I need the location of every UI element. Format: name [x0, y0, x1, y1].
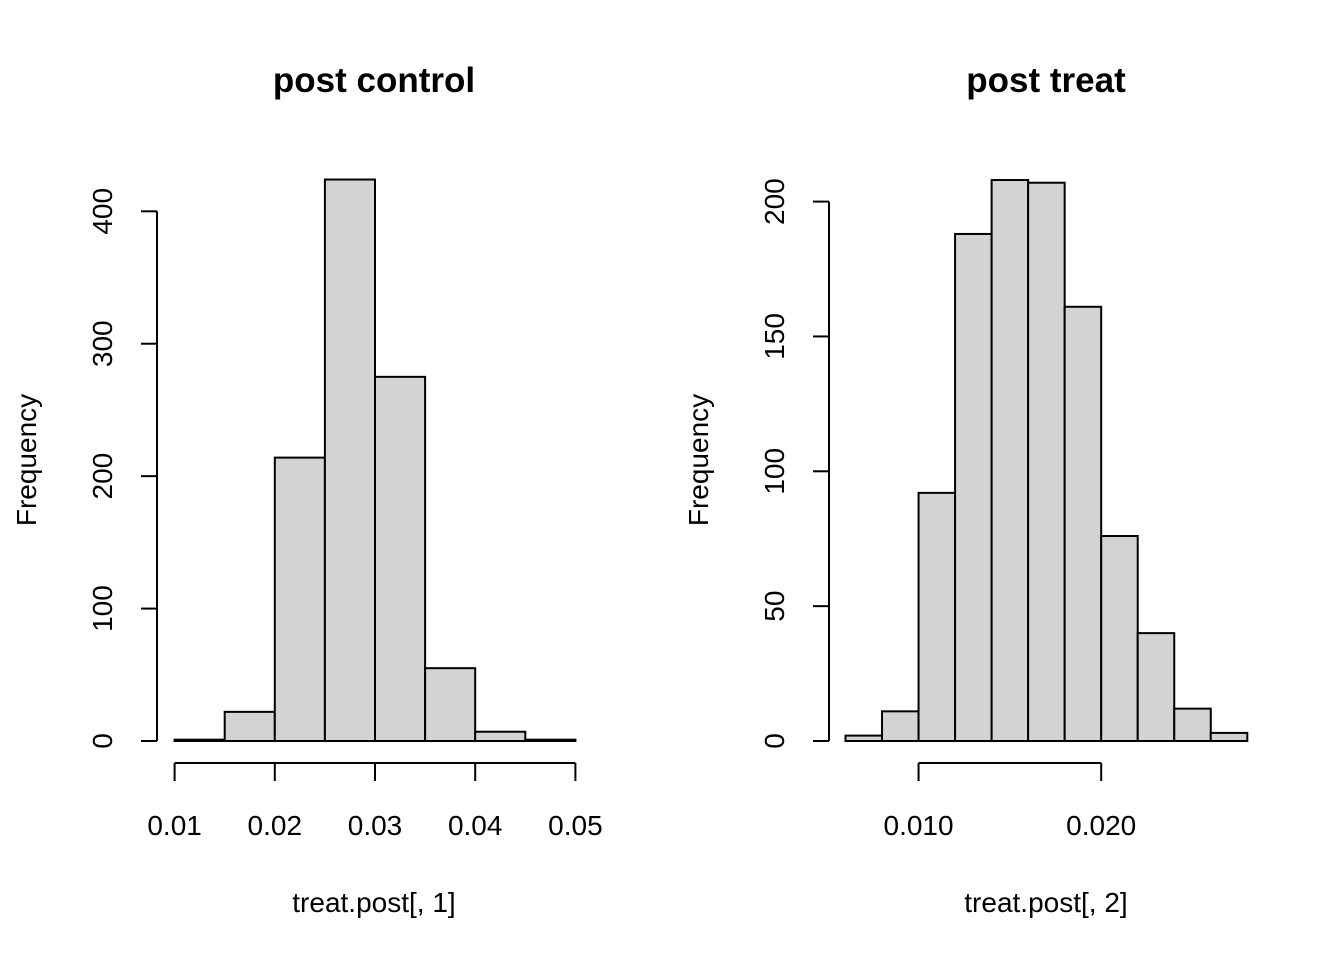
x-axis-label: treat.post[, 1] [292, 887, 455, 918]
histogram-bar [954, 232, 993, 743]
y-tick-label: 200 [759, 178, 790, 225]
y-axis-label: Frequency [683, 394, 714, 526]
histogram-bar [524, 738, 577, 742]
y-axis: 0 50 100 150 200 [759, 178, 830, 749]
histogram-bar [1063, 305, 1103, 742]
x-tick-label: 0.020 [1066, 810, 1136, 841]
histogram-bar [273, 456, 326, 742]
x-tick-label: 0.03 [348, 810, 403, 841]
histogram-panel-post-control: post control treat.post[, 1] Frequency 0… [11, 61, 603, 918]
y-tick-label: 0 [87, 733, 118, 749]
x-tick-label: 0.05 [548, 810, 603, 841]
histogram-bar [424, 667, 477, 743]
bars [173, 178, 577, 743]
chart-title: post treat [966, 61, 1126, 100]
x-axis: 0.01 0.02 0.03 0.04 0.05 [147, 762, 603, 841]
y-tick-label: 200 [87, 453, 118, 500]
histogram-bar [1136, 632, 1176, 742]
y-tick-label: 400 [87, 188, 118, 235]
histogram-bar [1173, 707, 1212, 742]
histogram-bar [881, 710, 920, 743]
histogram-bar [990, 179, 1030, 743]
bars [844, 179, 1249, 743]
x-tick-label: 0.04 [448, 810, 503, 841]
histogram-bar [323, 178, 376, 742]
y-axis: 0 100 200 300 400 [87, 188, 158, 749]
y-tick-label: 50 [759, 591, 790, 622]
histogram-bar [1209, 731, 1249, 742]
x-tick-label: 0.02 [248, 810, 303, 841]
histogram-bar [474, 730, 527, 742]
y-tick-label: 300 [87, 320, 118, 367]
histogram-bar [844, 734, 884, 743]
y-tick-label: 150 [759, 313, 790, 360]
y-tick-label: 0 [759, 733, 790, 749]
x-axis-label: treat.post[, 2] [964, 887, 1127, 918]
histogram-bar [1027, 181, 1066, 742]
histogram-bar [1100, 535, 1139, 743]
x-axis: 0.010 0.020 [884, 762, 1136, 841]
chart-title: post control [273, 61, 475, 100]
y-tick-label: 100 [87, 585, 118, 632]
histogram-bar [223, 710, 276, 743]
histogram-bar [173, 738, 226, 742]
histogram-panel-post-treat: post treat treat.post[, 2] Frequency 0.0… [683, 61, 1249, 918]
x-tick-label: 0.010 [884, 810, 954, 841]
y-tick-label: 100 [759, 448, 790, 495]
histogram-bar [374, 375, 427, 742]
histogram-bar [917, 491, 957, 742]
y-axis-label: Frequency [11, 394, 42, 526]
x-tick-label: 0.01 [147, 810, 202, 841]
